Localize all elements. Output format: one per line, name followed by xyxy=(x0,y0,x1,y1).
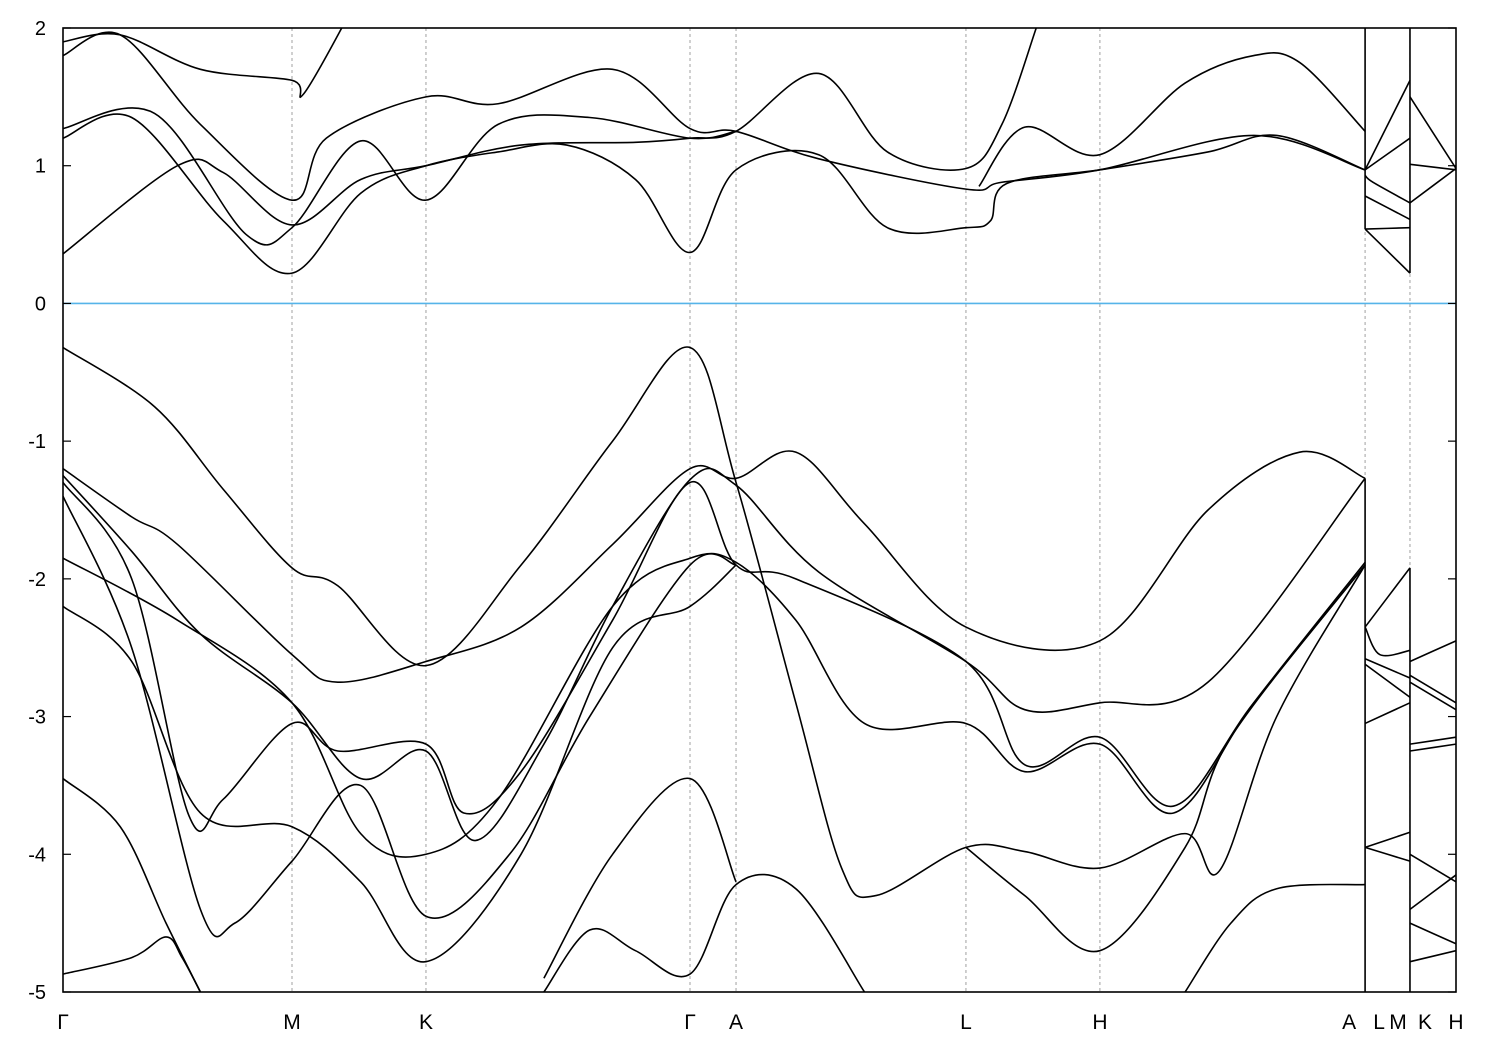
band-vb6 xyxy=(63,564,737,963)
band-kh11 xyxy=(1409,922,1456,945)
y-tick-label: 2 xyxy=(35,18,46,40)
y-tick-label: -1 xyxy=(28,431,46,453)
band-vb12 xyxy=(1184,883,1366,992)
band-lm2 xyxy=(1364,137,1411,171)
band-lm3 xyxy=(1364,174,1411,204)
band-kh4 xyxy=(1409,640,1456,663)
band-lm7 xyxy=(1364,567,1411,628)
band-lm8 xyxy=(1364,626,1411,657)
band-kh7 xyxy=(1409,736,1456,745)
band-vb10 xyxy=(543,873,866,992)
band-vb9 xyxy=(63,936,202,992)
band-kh12 xyxy=(1409,949,1456,963)
x-tick-label: M xyxy=(283,1011,301,1034)
y-axis: 2 1 0 -1 -2 -3 -4 -5 xyxy=(28,18,1456,1004)
band-cb1 xyxy=(63,28,1038,255)
band-vb8 xyxy=(63,777,202,992)
band-kh5 xyxy=(1409,674,1456,704)
band-cb5 xyxy=(63,28,343,98)
band-cb6 xyxy=(978,52,1366,187)
band-lm12 xyxy=(1364,831,1411,849)
x-tick-label: K xyxy=(1418,1011,1432,1034)
band-kh8 xyxy=(1409,743,1456,752)
band-kh9 xyxy=(1409,853,1456,883)
band-vb4 xyxy=(63,481,1366,832)
band-lm6 xyxy=(1364,228,1411,274)
x-tick-label: L xyxy=(1373,1011,1385,1034)
grid-lines xyxy=(291,28,1411,992)
plot-frame xyxy=(62,27,1457,993)
x-tick-label: L xyxy=(960,1011,972,1034)
band-kh10 xyxy=(1409,874,1456,911)
y-tick-label: -2 xyxy=(28,569,46,591)
band-kh6 xyxy=(1409,681,1456,711)
x-tick-label: Γ xyxy=(684,1011,696,1034)
band-kh3 xyxy=(1409,167,1456,204)
y-tick-label: 1 xyxy=(35,156,46,178)
band-vb5 xyxy=(63,552,1366,858)
band-vb1 xyxy=(63,346,1366,899)
band-lm13 xyxy=(1364,846,1411,862)
band-cb4 xyxy=(63,31,1366,201)
band-cb3 xyxy=(63,107,737,246)
band-vb13 xyxy=(965,564,1366,953)
x-tick-label: M xyxy=(1389,1011,1407,1034)
band-lm9 xyxy=(1364,657,1411,679)
band-lm11 xyxy=(1364,702,1411,725)
band-vb7 xyxy=(63,495,737,938)
band-vb2 xyxy=(63,450,1366,683)
x-tick-label: A xyxy=(1342,1011,1356,1034)
band-kh1 xyxy=(1409,96,1456,169)
x-tick-label: H xyxy=(1448,1011,1463,1034)
band-vb11 xyxy=(543,777,737,979)
x-tick-label: Γ xyxy=(57,1011,69,1034)
y-tick-label: 0 xyxy=(35,293,46,315)
y-tick-label: -3 xyxy=(28,707,46,729)
y-tick-label: -4 xyxy=(28,844,46,866)
band-lm5 xyxy=(1365,226,1410,230)
bands xyxy=(63,28,1456,992)
band-lm4 xyxy=(1364,195,1411,221)
x-tick-label: A xyxy=(729,1011,743,1034)
x-tick-label: H xyxy=(1092,1011,1107,1034)
band-vb3 xyxy=(63,467,1366,842)
y-tick-label: -5 xyxy=(28,982,46,1004)
band-lm1 xyxy=(1364,79,1411,171)
band-lm10 xyxy=(1364,663,1411,698)
x-tick-label: K xyxy=(419,1011,433,1034)
